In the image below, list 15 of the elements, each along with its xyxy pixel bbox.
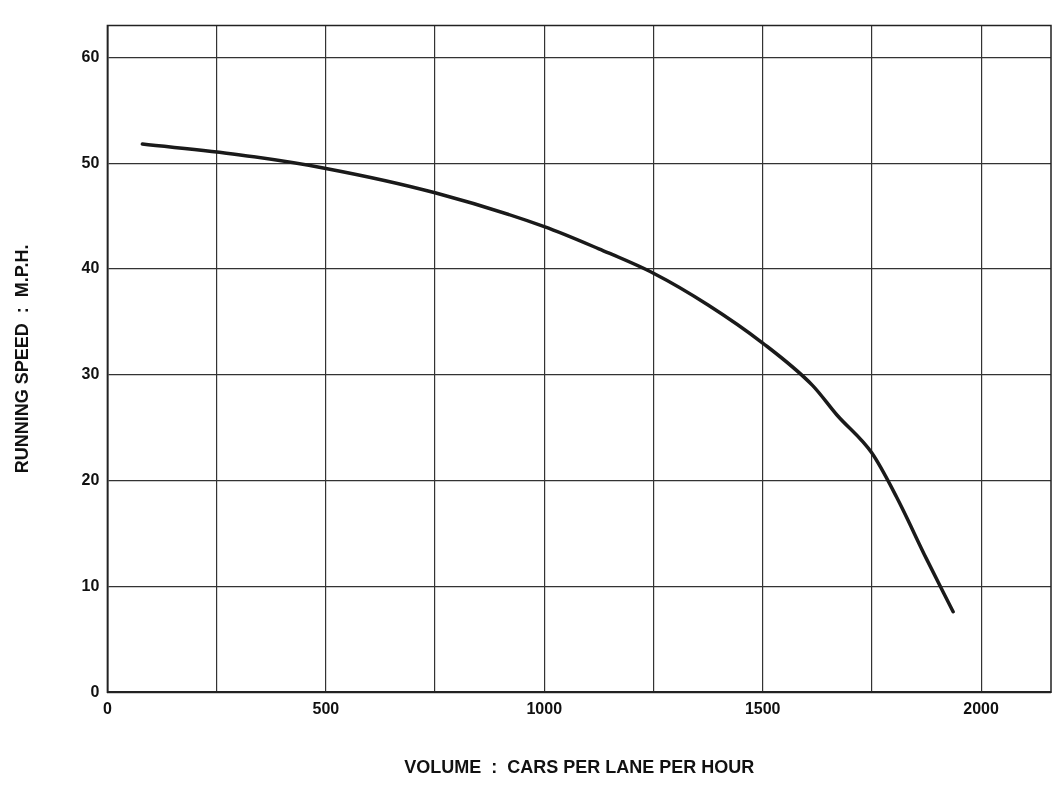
x-tick-label: 1000 <box>526 700 563 718</box>
y-tick-label: 60 <box>81 47 100 65</box>
x-tick-label: 1500 <box>744 700 781 718</box>
x-axis-title: VOLUME : CARS PER LANE PER HOUR <box>404 757 755 778</box>
y-tick-label: 0 <box>90 682 100 700</box>
x-tick-label: 500 <box>312 700 340 718</box>
y-tick-label: 50 <box>81 153 100 171</box>
line-series <box>140 142 955 614</box>
y-tick-label: 20 <box>81 470 100 488</box>
y-tick-label: 40 <box>81 259 100 277</box>
y-axis-title: RUNNING SPEED : M.P.H. <box>11 244 32 474</box>
y-tick-label: 10 <box>81 576 100 594</box>
y-tick-label: 30 <box>81 365 100 383</box>
x-tick-label: 0 <box>102 700 112 718</box>
x-tick-label: 2000 <box>963 700 999 718</box>
